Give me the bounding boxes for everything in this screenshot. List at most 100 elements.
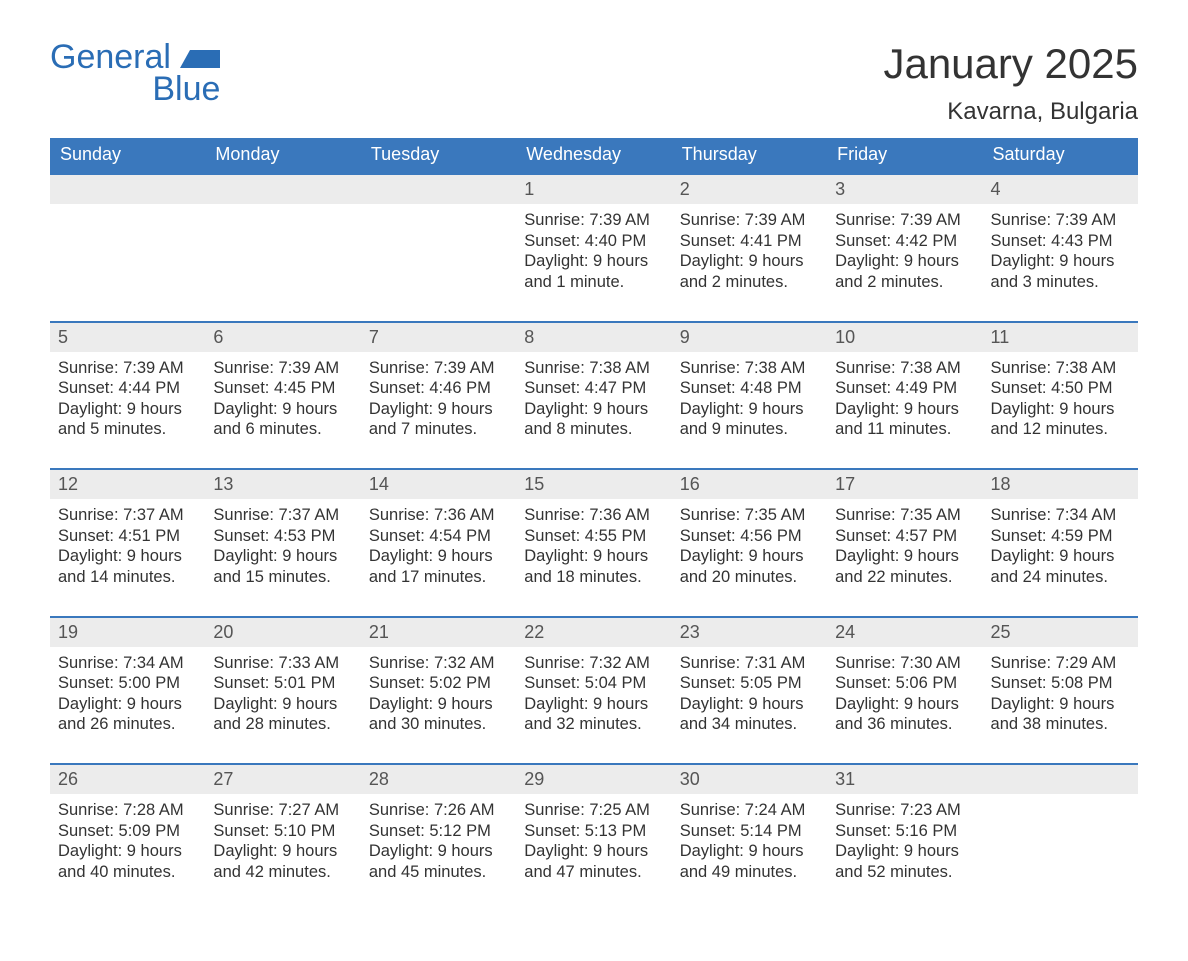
day-daylight1: Daylight: 9 hours	[524, 694, 663, 715]
day-daylight2: and 49 minutes.	[680, 862, 819, 883]
calendar-week: 1234Sunrise: 7:39 AMSunset: 4:40 PMDayli…	[50, 173, 1138, 321]
weekday-header-row: Sunday Monday Tuesday Wednesday Thursday…	[50, 138, 1138, 173]
day-number-cell: 4	[983, 175, 1138, 204]
day-sunset: Sunset: 5:10 PM	[213, 821, 352, 842]
day-sunrise: Sunrise: 7:38 AM	[835, 358, 974, 379]
day-sunset: Sunset: 4:43 PM	[991, 231, 1130, 252]
day-daylight1: Daylight: 9 hours	[835, 694, 974, 715]
day-details-cell: Sunrise: 7:39 AMSunset: 4:43 PMDaylight:…	[983, 204, 1138, 321]
calendar-grid: Sunday Monday Tuesday Wednesday Thursday…	[50, 138, 1138, 911]
day-daylight1: Daylight: 9 hours	[213, 399, 352, 420]
calendar-week: 262728293031Sunrise: 7:28 AMSunset: 5:09…	[50, 763, 1138, 911]
day-daylight1: Daylight: 9 hours	[835, 399, 974, 420]
day-daylight1: Daylight: 9 hours	[991, 399, 1130, 420]
day-daylight1: Daylight: 9 hours	[213, 841, 352, 862]
day-daylight2: and 8 minutes.	[524, 419, 663, 440]
day-sunrise: Sunrise: 7:24 AM	[680, 800, 819, 821]
day-daylight1: Daylight: 9 hours	[680, 251, 819, 272]
day-daylight2: and 7 minutes.	[369, 419, 508, 440]
day-sunrise: Sunrise: 7:36 AM	[369, 505, 508, 526]
day-sunset: Sunset: 5:01 PM	[213, 673, 352, 694]
day-details-cell: Sunrise: 7:35 AMSunset: 4:56 PMDaylight:…	[672, 499, 827, 616]
day-daylight2: and 38 minutes.	[991, 714, 1130, 735]
day-daylight1: Daylight: 9 hours	[991, 694, 1130, 715]
day-daylight1: Daylight: 9 hours	[835, 546, 974, 567]
day-details-cell: Sunrise: 7:23 AMSunset: 5:16 PMDaylight:…	[827, 794, 982, 911]
day-daylight1: Daylight: 9 hours	[213, 694, 352, 715]
day-number-cell: 12	[50, 470, 205, 499]
day-sunrise: Sunrise: 7:39 AM	[524, 210, 663, 231]
day-details-cell: Sunrise: 7:37 AMSunset: 4:53 PMDaylight:…	[205, 499, 360, 616]
day-sunset: Sunset: 5:06 PM	[835, 673, 974, 694]
day-number-cell: 19	[50, 618, 205, 647]
day-details-cell: Sunrise: 7:39 AMSunset: 4:42 PMDaylight:…	[827, 204, 982, 321]
day-number-cell: 27	[205, 765, 360, 794]
day-number-cell: 7	[361, 323, 516, 352]
day-daylight2: and 32 minutes.	[524, 714, 663, 735]
day-details-cell: Sunrise: 7:37 AMSunset: 4:51 PMDaylight:…	[50, 499, 205, 616]
day-number-cell	[50, 175, 205, 204]
day-sunset: Sunset: 4:40 PM	[524, 231, 663, 252]
day-number-cell: 6	[205, 323, 360, 352]
day-details-cell: Sunrise: 7:32 AMSunset: 5:02 PMDaylight:…	[361, 647, 516, 764]
daynum-row: 19202122232425	[50, 618, 1138, 647]
day-number-cell: 3	[827, 175, 982, 204]
day-daylight2: and 47 minutes.	[524, 862, 663, 883]
details-row: Sunrise: 7:39 AMSunset: 4:44 PMDaylight:…	[50, 352, 1138, 469]
day-details-cell	[983, 794, 1138, 911]
day-sunrise: Sunrise: 7:29 AM	[991, 653, 1130, 674]
day-daylight2: and 3 minutes.	[991, 272, 1130, 293]
weekday-header: Sunday	[50, 138, 205, 173]
day-daylight1: Daylight: 9 hours	[680, 841, 819, 862]
day-sunrise: Sunrise: 7:39 AM	[835, 210, 974, 231]
day-details-cell: Sunrise: 7:38 AMSunset: 4:50 PMDaylight:…	[983, 352, 1138, 469]
daynum-row: 12131415161718	[50, 470, 1138, 499]
day-sunset: Sunset: 5:04 PM	[524, 673, 663, 694]
day-sunrise: Sunrise: 7:34 AM	[991, 505, 1130, 526]
day-daylight2: and 24 minutes.	[991, 567, 1130, 588]
day-sunrise: Sunrise: 7:38 AM	[991, 358, 1130, 379]
day-daylight2: and 1 minute.	[524, 272, 663, 293]
calendar-page: General Blue January 2025 Kavarna, Bulga…	[0, 0, 1188, 961]
daynum-row: 567891011	[50, 323, 1138, 352]
day-number-cell: 9	[672, 323, 827, 352]
day-sunrise: Sunrise: 7:38 AM	[680, 358, 819, 379]
day-sunset: Sunset: 4:46 PM	[369, 378, 508, 399]
day-details-cell	[361, 204, 516, 321]
day-daylight2: and 5 minutes.	[58, 419, 197, 440]
day-daylight1: Daylight: 9 hours	[369, 841, 508, 862]
day-daylight1: Daylight: 9 hours	[369, 399, 508, 420]
day-daylight1: Daylight: 9 hours	[524, 841, 663, 862]
day-daylight1: Daylight: 9 hours	[58, 399, 197, 420]
daynum-row: 262728293031	[50, 765, 1138, 794]
day-sunrise: Sunrise: 7:39 AM	[213, 358, 352, 379]
day-daylight2: and 12 minutes.	[991, 419, 1130, 440]
day-number-cell: 20	[205, 618, 360, 647]
day-sunset: Sunset: 4:59 PM	[991, 526, 1130, 547]
day-sunset: Sunset: 4:57 PM	[835, 526, 974, 547]
day-details-cell: Sunrise: 7:34 AMSunset: 4:59 PMDaylight:…	[983, 499, 1138, 616]
day-sunrise: Sunrise: 7:30 AM	[835, 653, 974, 674]
day-sunset: Sunset: 5:14 PM	[680, 821, 819, 842]
day-daylight2: and 45 minutes.	[369, 862, 508, 883]
day-details-cell: Sunrise: 7:39 AMSunset: 4:44 PMDaylight:…	[50, 352, 205, 469]
day-daylight2: and 2 minutes.	[835, 272, 974, 293]
day-number-cell: 11	[983, 323, 1138, 352]
day-sunrise: Sunrise: 7:28 AM	[58, 800, 197, 821]
brand-logo-line2: Blue	[106, 72, 220, 108]
month-title: January 2025	[883, 40, 1138, 88]
day-daylight1: Daylight: 9 hours	[991, 251, 1130, 272]
day-sunset: Sunset: 4:44 PM	[58, 378, 197, 399]
weekday-header: Saturday	[983, 138, 1138, 173]
day-sunset: Sunset: 5:08 PM	[991, 673, 1130, 694]
day-daylight2: and 52 minutes.	[835, 862, 974, 883]
day-number-cell: 5	[50, 323, 205, 352]
day-number-cell: 10	[827, 323, 982, 352]
day-daylight2: and 36 minutes.	[835, 714, 974, 735]
day-sunset: Sunset: 4:47 PM	[524, 378, 663, 399]
day-daylight1: Daylight: 9 hours	[369, 694, 508, 715]
day-number-cell: 13	[205, 470, 360, 499]
day-sunset: Sunset: 4:55 PM	[524, 526, 663, 547]
day-daylight2: and 15 minutes.	[213, 567, 352, 588]
day-sunset: Sunset: 4:56 PM	[680, 526, 819, 547]
